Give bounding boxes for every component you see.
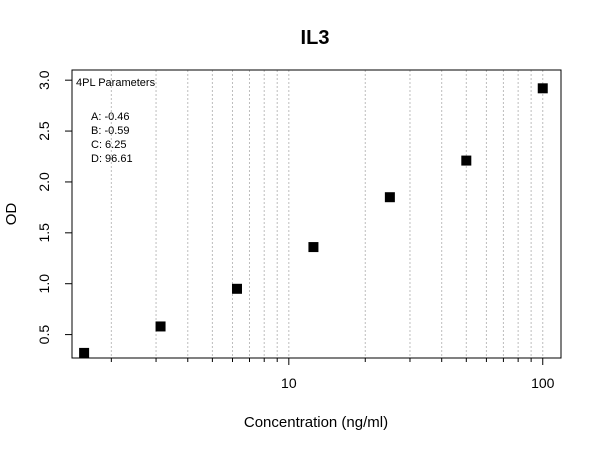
x-axis: 10 100 (110, 358, 555, 391)
parameter-d: D: 96.61 (91, 153, 133, 165)
y-tick-label: 2.5 (36, 121, 52, 141)
data-point (231, 283, 242, 294)
chart-title: IL3 (301, 27, 330, 49)
x-tick-label: 10 (281, 375, 297, 391)
parameters-heading: 4PL Parameters (76, 77, 156, 89)
y-tick-label: 1.5 (36, 223, 52, 243)
data-point (155, 321, 166, 332)
parameters-box: 4PL Parameters A: -0.46 B: -0.59 C: 6.25… (76, 77, 156, 165)
y-tick-label: 3.0 (36, 70, 52, 90)
data-point (79, 347, 90, 358)
parameter-b: B: -0.59 (91, 125, 130, 137)
y-axis-title: OD (3, 203, 20, 226)
parameter-a: A: -0.46 (91, 111, 130, 123)
data-point (384, 192, 395, 203)
data-point (308, 242, 319, 253)
data-point (537, 83, 548, 94)
data-points (79, 83, 548, 358)
data-point (461, 155, 472, 166)
parameter-c: C: 6.25 (91, 139, 126, 151)
y-tick-label: 1.0 (36, 274, 52, 294)
x-axis-title: Concentration (ng/ml) (244, 414, 388, 431)
y-axis: 0.5 1.0 1.5 2.0 2.5 3.0 (36, 70, 72, 344)
x-tick-label: 100 (531, 375, 555, 391)
y-tick-label: 2.0 (36, 172, 52, 192)
y-tick-label: 0.5 (36, 325, 52, 345)
plot-frame (71, 69, 562, 359)
grid (110, 70, 544, 358)
